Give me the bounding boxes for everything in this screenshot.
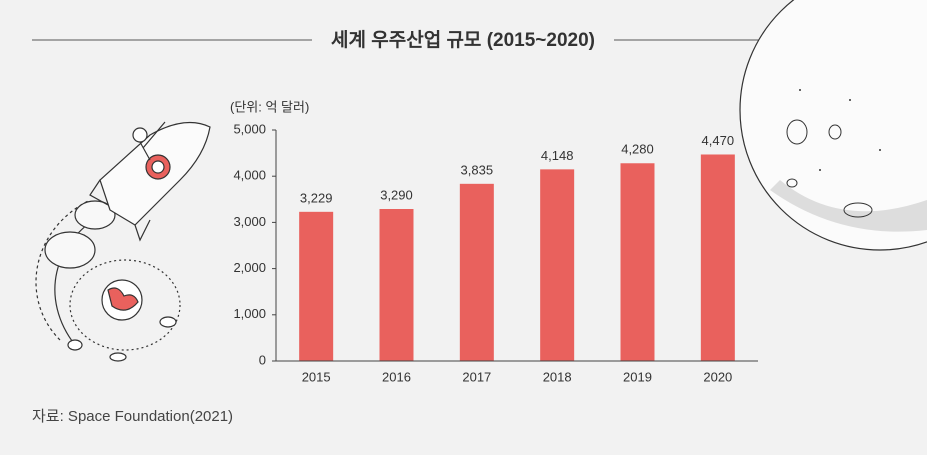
chart-title: 세계 우주산업 규모 (2015~2020) — [331, 29, 595, 51]
y-tick-label: 1,000 — [233, 306, 266, 321]
y-tick-label: 0 — [259, 352, 266, 367]
data-label: 3,835 — [461, 162, 494, 177]
y-tick-label: 4,000 — [233, 168, 266, 183]
x-tick-label: 2017 — [462, 369, 491, 384]
source-note: 자료: Space Foundation(2021) — [32, 408, 233, 425]
y-tick-label: 5,000 — [233, 121, 266, 136]
y-tick-label: 3,000 — [233, 214, 266, 229]
bar — [700, 154, 735, 361]
x-tick-label: 2020 — [703, 369, 732, 384]
x-tick-label: 2016 — [382, 369, 411, 384]
data-label: 4,148 — [541, 148, 574, 163]
bar — [620, 163, 655, 361]
data-label: 4,280 — [621, 142, 654, 157]
x-tick-label: 2015 — [302, 369, 331, 384]
data-label: 3,290 — [380, 187, 413, 202]
unit-label: (단위: 억 달러) — [230, 99, 309, 114]
bar — [459, 183, 494, 361]
rocket-illustration — [35, 121, 211, 362]
bar — [379, 209, 414, 361]
x-tick-label: 2019 — [623, 369, 652, 384]
bar — [299, 211, 334, 361]
x-tick-label: 2018 — [543, 369, 572, 384]
bar — [540, 169, 575, 361]
y-tick-label: 2,000 — [233, 260, 266, 275]
moon-illustration — [739, 0, 927, 251]
data-label: 3,229 — [300, 190, 333, 205]
data-label: 4,470 — [702, 133, 735, 148]
